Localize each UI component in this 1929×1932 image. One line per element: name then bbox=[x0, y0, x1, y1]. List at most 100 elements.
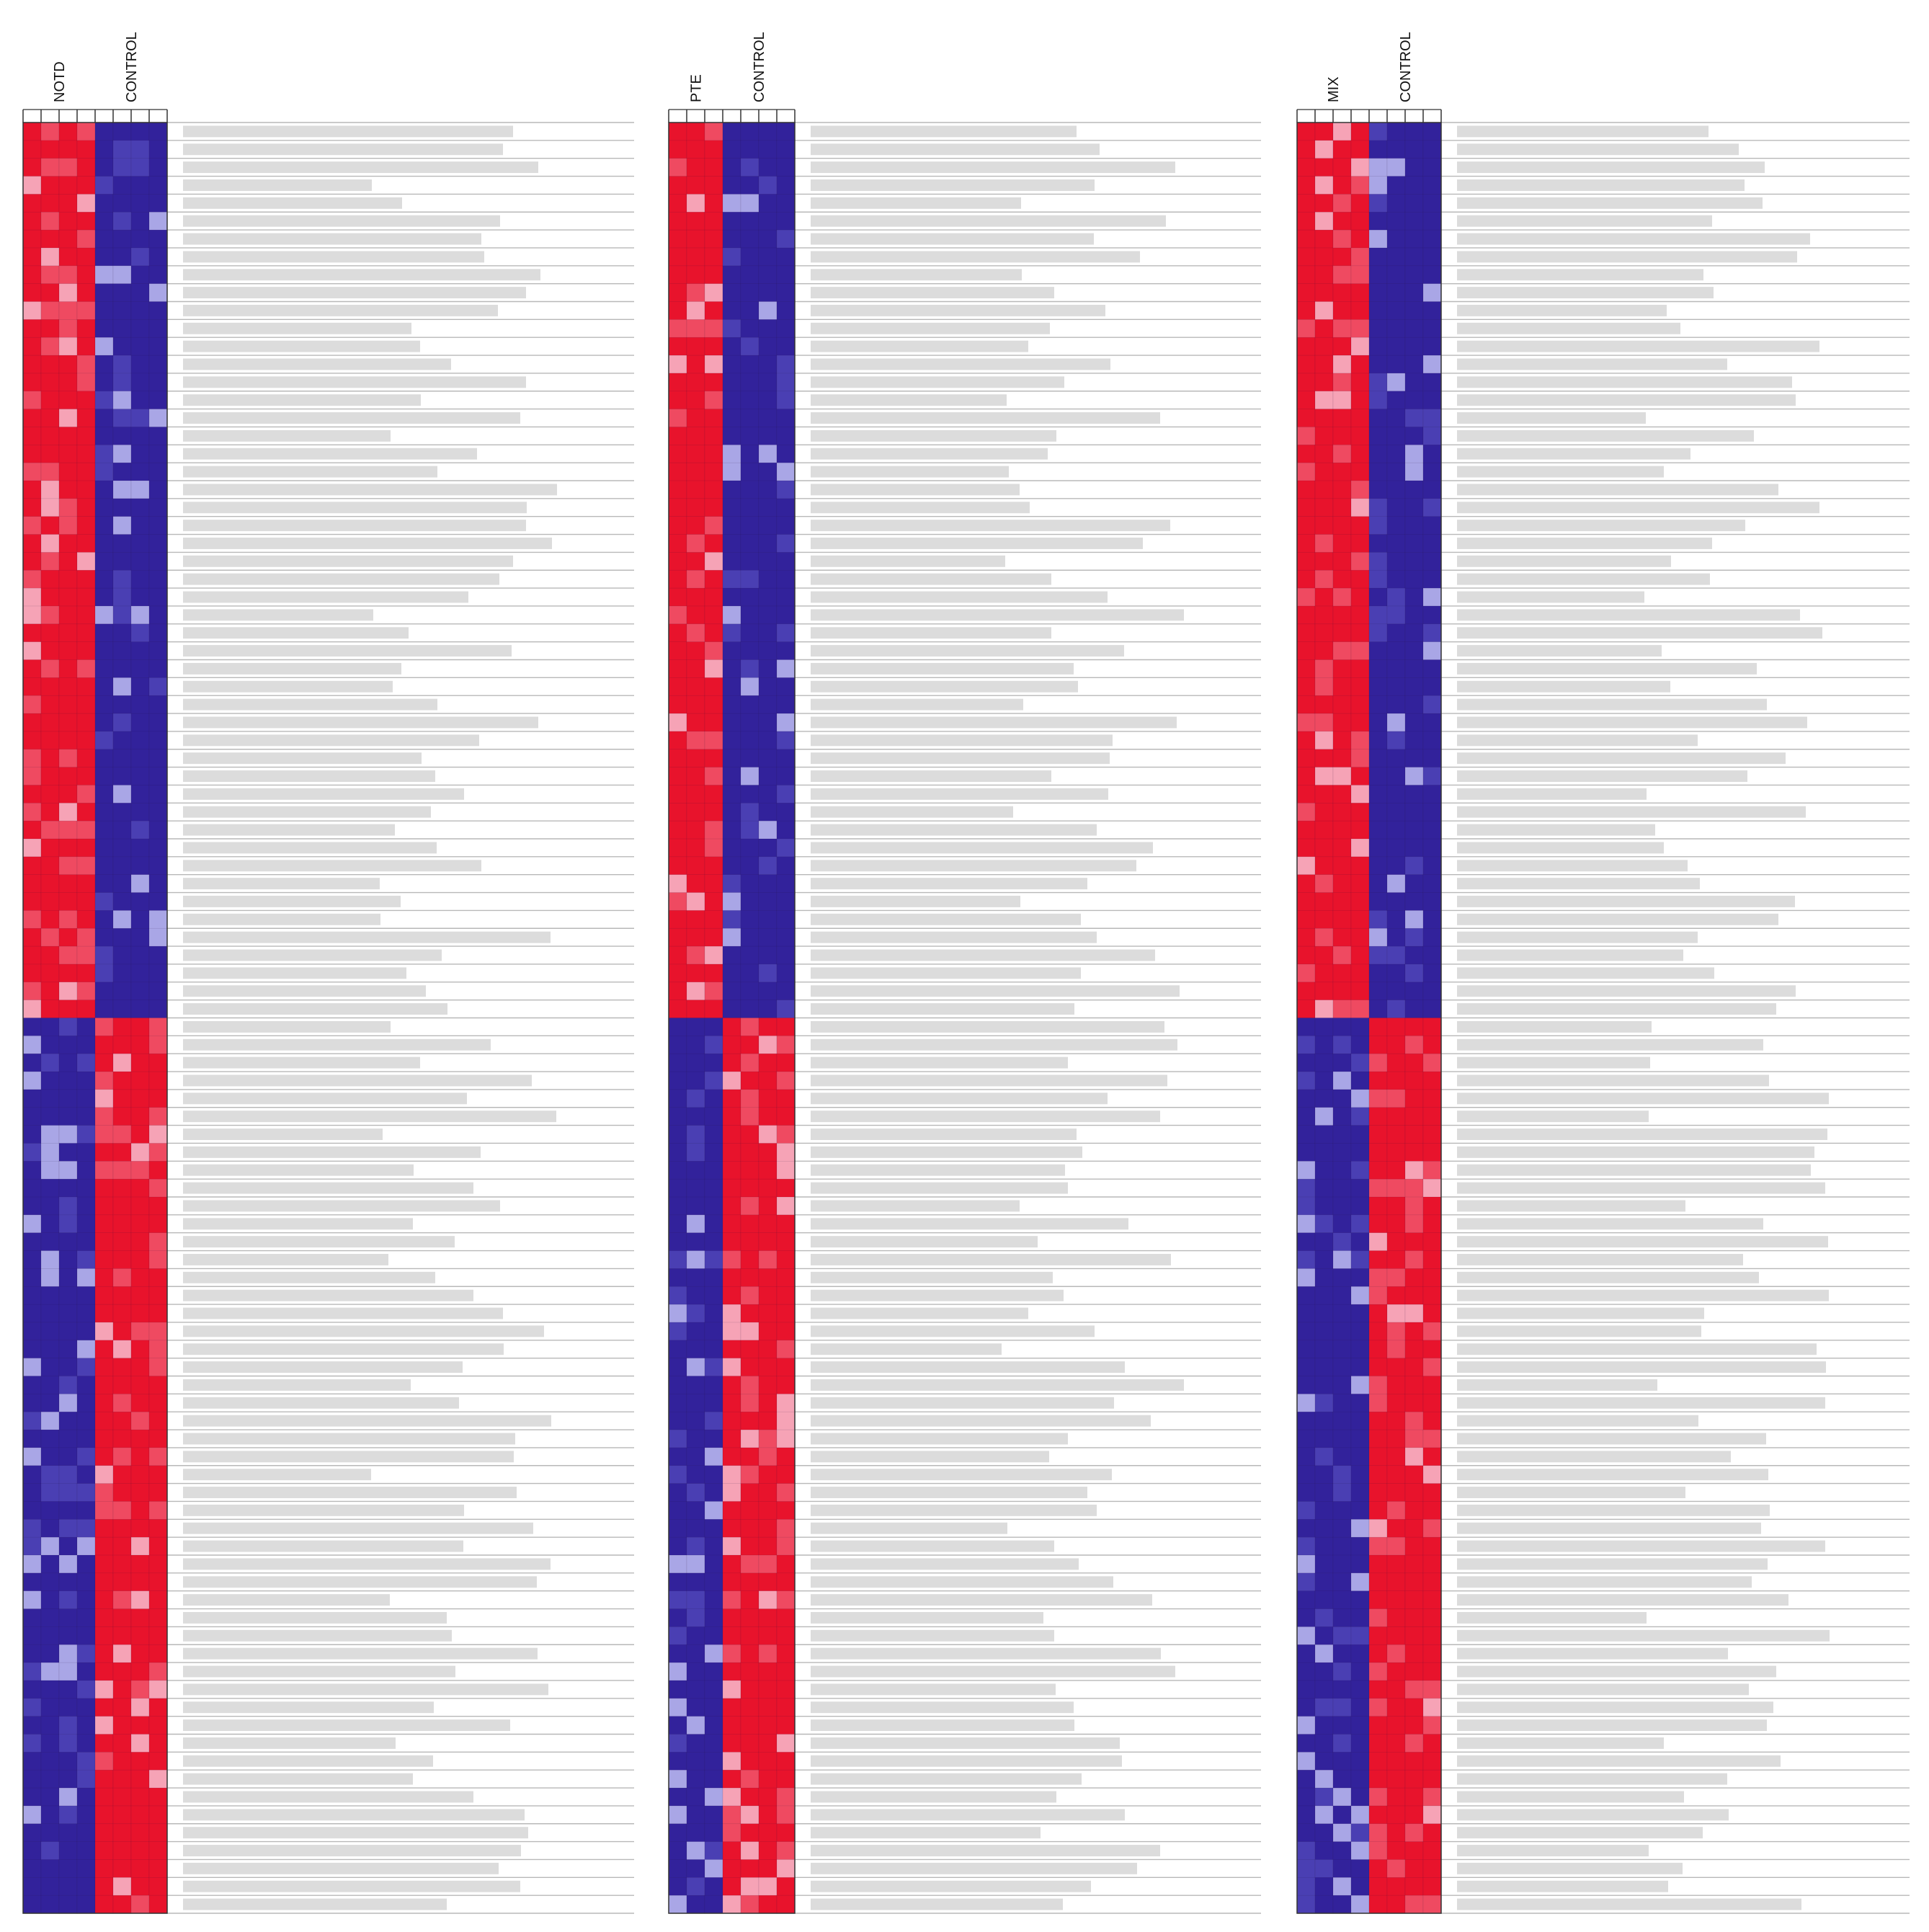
heatmap-cell bbox=[1386, 1322, 1406, 1341]
row-label-placeholder bbox=[811, 1182, 1068, 1194]
heatmap-cell bbox=[758, 1572, 778, 1592]
heatmap-cell bbox=[704, 1036, 723, 1054]
heatmap-cell bbox=[1422, 1358, 1442, 1377]
heatmap-cell bbox=[704, 1071, 723, 1090]
heatmap-cell bbox=[758, 1501, 778, 1521]
heatmap-cell bbox=[1296, 1752, 1316, 1771]
heatmap-cell bbox=[22, 1411, 42, 1430]
heatmap-cell bbox=[148, 319, 168, 339]
heatmap-cell bbox=[740, 785, 759, 804]
heatmap-cell bbox=[76, 910, 96, 930]
heatmap-cell bbox=[148, 1178, 168, 1198]
heatmap-cell bbox=[1368, 874, 1388, 894]
heatmap-cell bbox=[76, 1841, 96, 1861]
heatmap-cell bbox=[704, 516, 723, 535]
heatmap-cell bbox=[130, 355, 150, 374]
heatmap-cell bbox=[686, 838, 705, 858]
row-label-placeholder bbox=[811, 627, 1051, 639]
heatmap-cell bbox=[704, 1483, 723, 1503]
heatmap-cell bbox=[722, 1358, 741, 1377]
row-label-placeholder bbox=[183, 1379, 411, 1391]
heatmap-cell bbox=[704, 1447, 723, 1466]
heatmap-cell bbox=[1404, 1698, 1424, 1717]
heatmap-cell bbox=[740, 1018, 759, 1037]
heatmap-cell bbox=[1422, 1178, 1442, 1198]
heatmap-cell bbox=[740, 462, 759, 481]
heatmap-cell bbox=[1386, 1644, 1406, 1663]
heatmap-cell bbox=[58, 1716, 78, 1735]
heatmap-cell bbox=[22, 820, 42, 840]
heatmap-cell bbox=[1350, 1214, 1370, 1234]
heatmap-cell bbox=[1332, 1519, 1352, 1538]
heatmap-cell bbox=[1314, 1000, 1334, 1019]
heatmap-cell bbox=[1422, 1877, 1442, 1896]
heatmap-cell bbox=[668, 1465, 687, 1484]
heatmap-cell bbox=[668, 1698, 687, 1717]
heatmap-cell bbox=[740, 1805, 759, 1825]
heatmap-cell bbox=[1422, 1483, 1442, 1503]
heatmap-cell bbox=[722, 1590, 741, 1610]
heatmap-cell bbox=[1404, 838, 1424, 858]
heatmap-cell bbox=[22, 391, 42, 410]
heatmap-cell bbox=[668, 211, 687, 231]
heatmap-cell bbox=[1422, 247, 1442, 267]
heatmap-cell bbox=[1332, 749, 1352, 768]
heatmap-cell bbox=[1422, 803, 1442, 822]
heatmap-cell bbox=[758, 605, 778, 625]
row-label-placeholder bbox=[1457, 412, 1646, 424]
heatmap-cell bbox=[704, 1053, 723, 1072]
heatmap-cell bbox=[1332, 1268, 1352, 1288]
heatmap-cell bbox=[1332, 247, 1352, 267]
heatmap-cell bbox=[40, 1000, 60, 1019]
heatmap-cell bbox=[1386, 1698, 1406, 1717]
heatmap-cell bbox=[1386, 1214, 1406, 1234]
heatmap-cell bbox=[148, 301, 168, 321]
heatmap-cell bbox=[740, 319, 759, 339]
heatmap-cell bbox=[722, 176, 741, 195]
heatmap-cell bbox=[112, 409, 132, 428]
heatmap-cell bbox=[1422, 1161, 1442, 1180]
heatmap-cell bbox=[758, 122, 778, 141]
heatmap-cell bbox=[1350, 1572, 1370, 1592]
row-label-placeholder bbox=[811, 1827, 1041, 1839]
heatmap-cell bbox=[22, 713, 42, 732]
row-label-placeholder bbox=[183, 1182, 473, 1194]
heatmap-cell bbox=[1314, 910, 1334, 930]
heatmap-cell bbox=[1422, 1053, 1442, 1072]
heatmap-cell bbox=[704, 247, 723, 267]
heatmap-cell bbox=[722, 1250, 741, 1270]
heatmap-cell bbox=[94, 1107, 114, 1126]
heatmap-cell bbox=[722, 1053, 741, 1072]
heatmap-cell bbox=[722, 981, 741, 1001]
heatmap-cell bbox=[76, 444, 96, 463]
heatmap-cell bbox=[1350, 1841, 1370, 1861]
heatmap-cell bbox=[130, 444, 150, 463]
row-label-placeholder bbox=[183, 1146, 481, 1158]
heatmap-cell bbox=[722, 1841, 741, 1861]
heatmap-cell bbox=[704, 427, 723, 446]
heatmap-cell bbox=[94, 140, 114, 159]
heatmap-cell bbox=[94, 1089, 114, 1108]
heatmap-cell bbox=[722, 1608, 741, 1628]
heatmap-cell bbox=[1368, 659, 1388, 679]
row-label-placeholder bbox=[1457, 842, 1664, 854]
heatmap-cell bbox=[1332, 981, 1352, 1001]
heatmap-cell bbox=[148, 1590, 168, 1610]
heatmap-cell bbox=[686, 498, 705, 517]
heatmap-cell bbox=[94, 1805, 114, 1825]
heatmap-cell bbox=[40, 677, 60, 696]
heatmap-cell bbox=[58, 1250, 78, 1270]
heatmap-cell bbox=[76, 1286, 96, 1305]
heatmap-cell bbox=[58, 409, 78, 428]
heatmap-cell bbox=[76, 820, 96, 840]
heatmap-cell bbox=[1386, 587, 1406, 607]
heatmap-cell bbox=[94, 265, 114, 285]
heatmap-cell bbox=[776, 838, 796, 858]
heatmap-cell bbox=[722, 605, 741, 625]
heatmap-cell bbox=[22, 516, 42, 535]
heatmap-cell bbox=[1422, 820, 1442, 840]
heatmap-cell bbox=[1296, 892, 1316, 912]
heatmap-cell bbox=[686, 910, 705, 930]
heatmap-cell bbox=[722, 158, 741, 177]
heatmap-cell bbox=[668, 1644, 687, 1663]
